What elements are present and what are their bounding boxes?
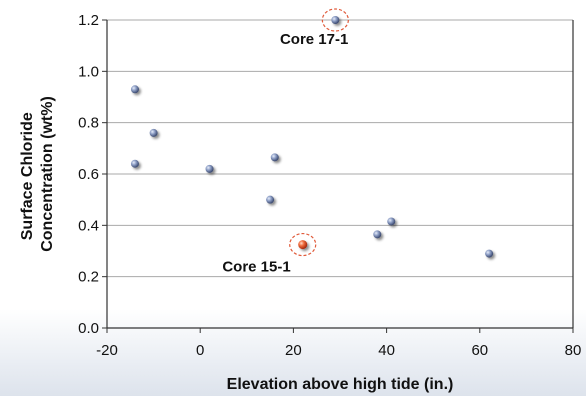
- data-point: [131, 85, 139, 93]
- data-point-highlight: [298, 240, 307, 249]
- y-axis-title-line-2: Concentration (wt%): [39, 96, 56, 252]
- data-point: [271, 153, 279, 161]
- data-point: [485, 250, 493, 258]
- x-tick-label-0: -20: [96, 342, 118, 359]
- x-tick-label-3: 40: [378, 342, 395, 359]
- y-tick-label-0: 0.0: [78, 320, 99, 337]
- y-tick-label-5: 1.0: [78, 63, 99, 80]
- x-tick-label-2: 20: [285, 342, 302, 359]
- data-point: [373, 230, 381, 238]
- x-tick-label-1: 0: [196, 342, 204, 359]
- tick-labels: 0.0 0.2 0.4 0.6 0.8 1.0 1.2 -20 0 20 40 60 80: [78, 12, 581, 359]
- data-points: [131, 16, 493, 258]
- axes: [102, 20, 573, 333]
- annotation-label-0: Core 17-1: [280, 31, 348, 48]
- data-point: [331, 16, 339, 24]
- gridlines: [107, 20, 573, 277]
- y-tick-label-4: 0.8: [78, 115, 99, 132]
- annotation-label-1: Core 15-1: [222, 259, 290, 276]
- annotations: Core 17-1 Core 15-1: [222, 31, 348, 276]
- data-point: [131, 160, 139, 168]
- y-axis-title-line-1: Surface Chloride: [19, 112, 36, 240]
- data-point: [387, 217, 395, 225]
- y-tick-label-1: 0.2: [78, 269, 99, 286]
- y-tick-label-3: 0.6: [78, 166, 99, 183]
- data-point: [206, 165, 214, 173]
- x-axis-title: Elevation above high tide (in.): [227, 376, 454, 393]
- data-point: [266, 196, 274, 204]
- x-tick-label-4: 60: [471, 342, 488, 359]
- data-point: [150, 129, 158, 137]
- y-tick-label-6: 1.2: [78, 12, 99, 29]
- y-axis-title: Surface Chloride Concentration (wt%): [19, 96, 56, 252]
- x-tick-label-5: 80: [565, 342, 582, 359]
- y-tick-label-2: 0.4: [78, 217, 99, 234]
